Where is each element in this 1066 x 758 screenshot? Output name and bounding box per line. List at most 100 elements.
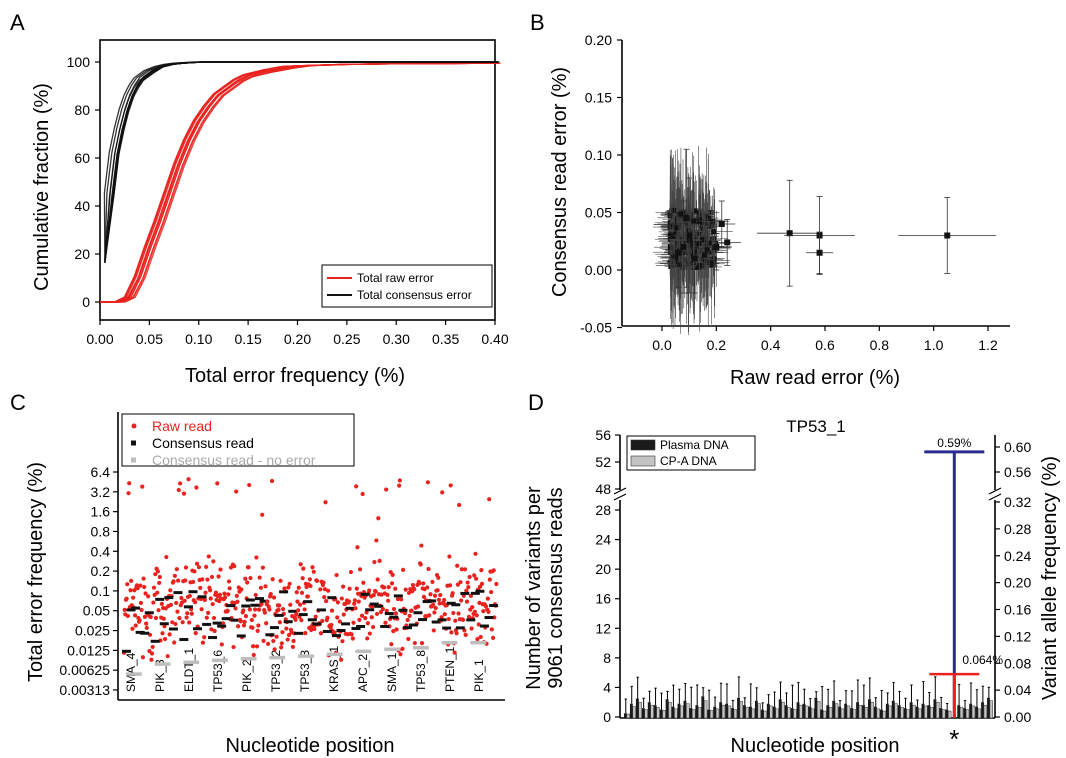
panel-c-consensus-mark <box>341 622 351 626</box>
panel-a-line-consensus <box>104 61 492 261</box>
panel-c-raw-point <box>446 616 451 622</box>
panel-d-bar-cpa <box>793 709 797 719</box>
panel-a-line-consensus <box>104 61 498 262</box>
panel-c-raw-point <box>249 617 254 623</box>
panel-d-bar-cpa <box>918 708 922 719</box>
panel-c-raw-point <box>165 654 170 659</box>
panel-c-raw-point <box>487 497 492 502</box>
panel-c-raw-point <box>239 587 244 592</box>
panel-c-raw-point <box>394 627 399 632</box>
panel-c-raw-point <box>167 632 172 637</box>
panel-c-raw-point <box>430 579 435 585</box>
panel-c-consensus-mark <box>336 629 346 633</box>
panel-c-raw-point <box>419 543 424 548</box>
panel-d-ytick-label: 0 <box>603 709 611 725</box>
panel-c-raw-point <box>226 592 231 597</box>
panel-d-bar-cpa <box>698 707 702 719</box>
panel-b-point <box>713 244 720 250</box>
panel-c-raw-point <box>340 639 345 644</box>
panel-a-line-consensus <box>104 61 498 263</box>
panel-c-raw-point <box>326 588 331 593</box>
panel-b-point <box>701 256 707 262</box>
panel-c-raw-point <box>489 589 494 595</box>
panel-c-raw-point <box>296 585 301 590</box>
panel-d-bar-cpa <box>823 710 827 719</box>
panel-c-raw-point <box>242 619 247 624</box>
panel-c-raw-point <box>384 487 389 492</box>
panel-c-consensus-mark <box>135 630 145 634</box>
panel-c-raw-point <box>284 626 289 631</box>
panel-c-legend-label: Raw read <box>152 418 212 434</box>
panel-d-bar-plasma <box>903 708 907 718</box>
panel-c-raw-point <box>225 608 230 613</box>
panel-c-raw-point <box>122 607 127 612</box>
panel-c-raw-point <box>258 585 264 590</box>
panel-c-raw-point <box>310 565 315 570</box>
panel-b-point <box>688 243 694 249</box>
panel-d-bar-plasma <box>635 698 639 718</box>
panel-c-raw-point <box>380 606 385 612</box>
panel-c-raw-point <box>397 483 402 488</box>
panel-c-raw-point <box>172 573 177 579</box>
panel-c-consensus-mark <box>398 608 408 612</box>
panel-a-ytick-label: 0 <box>82 294 90 310</box>
panel-c-raw-point <box>157 574 162 580</box>
panel-b-xtick-label: 1.2 <box>978 337 998 353</box>
panel-b-point <box>708 249 714 255</box>
panel-c-consensus-mark <box>202 622 212 626</box>
panel-c-raw-point <box>193 631 198 636</box>
panel-d-bar-plasma <box>862 705 865 718</box>
panel-d-ylabel-line2: 9061 consensus reads <box>545 487 567 688</box>
panel-b-point <box>700 237 706 243</box>
panel-c-raw-point <box>196 565 202 570</box>
panel-c-raw-point <box>276 607 281 612</box>
panel-c-raw-point <box>437 601 442 606</box>
panel-c-raw-point <box>149 651 155 656</box>
panel-d-bar-cpa <box>834 703 839 719</box>
panel-d-y2tick-label: 0.08 <box>1004 655 1031 671</box>
panel-d-axis-break <box>988 487 1002 495</box>
panel-c-raw-point <box>479 581 485 586</box>
panel-c-consensus-mark <box>418 618 428 622</box>
panel-c-raw-point <box>479 567 484 573</box>
panel-c-raw-point <box>187 593 192 599</box>
panel-c-consensus-mark <box>208 636 218 640</box>
panel-c-raw-point <box>378 609 384 615</box>
panel-c-xlabel: Nucleotide position <box>226 735 395 757</box>
panel-c-raw-point <box>487 577 492 582</box>
panel-c-raw-point <box>164 554 169 560</box>
panel-b-xtick-label: 1.0 <box>924 337 944 353</box>
panel-c-raw-point <box>187 620 192 625</box>
panel-c-raw-point <box>137 618 142 623</box>
panel-d-bar-plasma <box>820 709 824 718</box>
panel-c-raw-point <box>486 609 491 615</box>
panel-d-bar-plasma <box>963 708 967 718</box>
panel-a-xtick-label: 0.30 <box>383 331 410 347</box>
panel-d-y2tick-label: 0.00 <box>1004 709 1031 725</box>
panel-a-line-consensus <box>104 61 499 261</box>
panel-c-raw-point <box>204 615 209 620</box>
panel-d-bar-plasma <box>629 703 633 718</box>
panel-d-bar-plasma <box>772 706 776 718</box>
panel-d-legend-swatch <box>630 455 656 467</box>
panel-c-raw-point <box>350 636 355 641</box>
panel-c-raw-point <box>260 565 265 570</box>
panel-c-raw-point <box>177 481 183 486</box>
panel-c-consensus-mark <box>164 596 174 600</box>
panel-c-raw-point <box>226 579 232 584</box>
panel-c-raw-point <box>406 636 411 642</box>
panel-c-raw-point <box>308 583 313 589</box>
panel-c-raw-point <box>127 481 132 486</box>
panel-d-bar-cpa <box>811 708 815 719</box>
panel-d-bar-plasma <box>802 703 806 718</box>
panel-d-bar-plasma <box>707 709 711 718</box>
panel-c-raw-point <box>354 586 359 591</box>
panel-d-ytick-label: 28 <box>595 502 611 518</box>
panel-b-point <box>704 246 710 252</box>
panel-c-raw-point <box>216 574 221 579</box>
panel-d-bar-cpa <box>805 705 809 719</box>
panel-d-bar-cpa <box>626 713 630 719</box>
panel-c-raw-point <box>138 583 143 588</box>
panel-c-raw-point <box>210 601 215 607</box>
panel-c-consensus-mark <box>384 612 394 616</box>
